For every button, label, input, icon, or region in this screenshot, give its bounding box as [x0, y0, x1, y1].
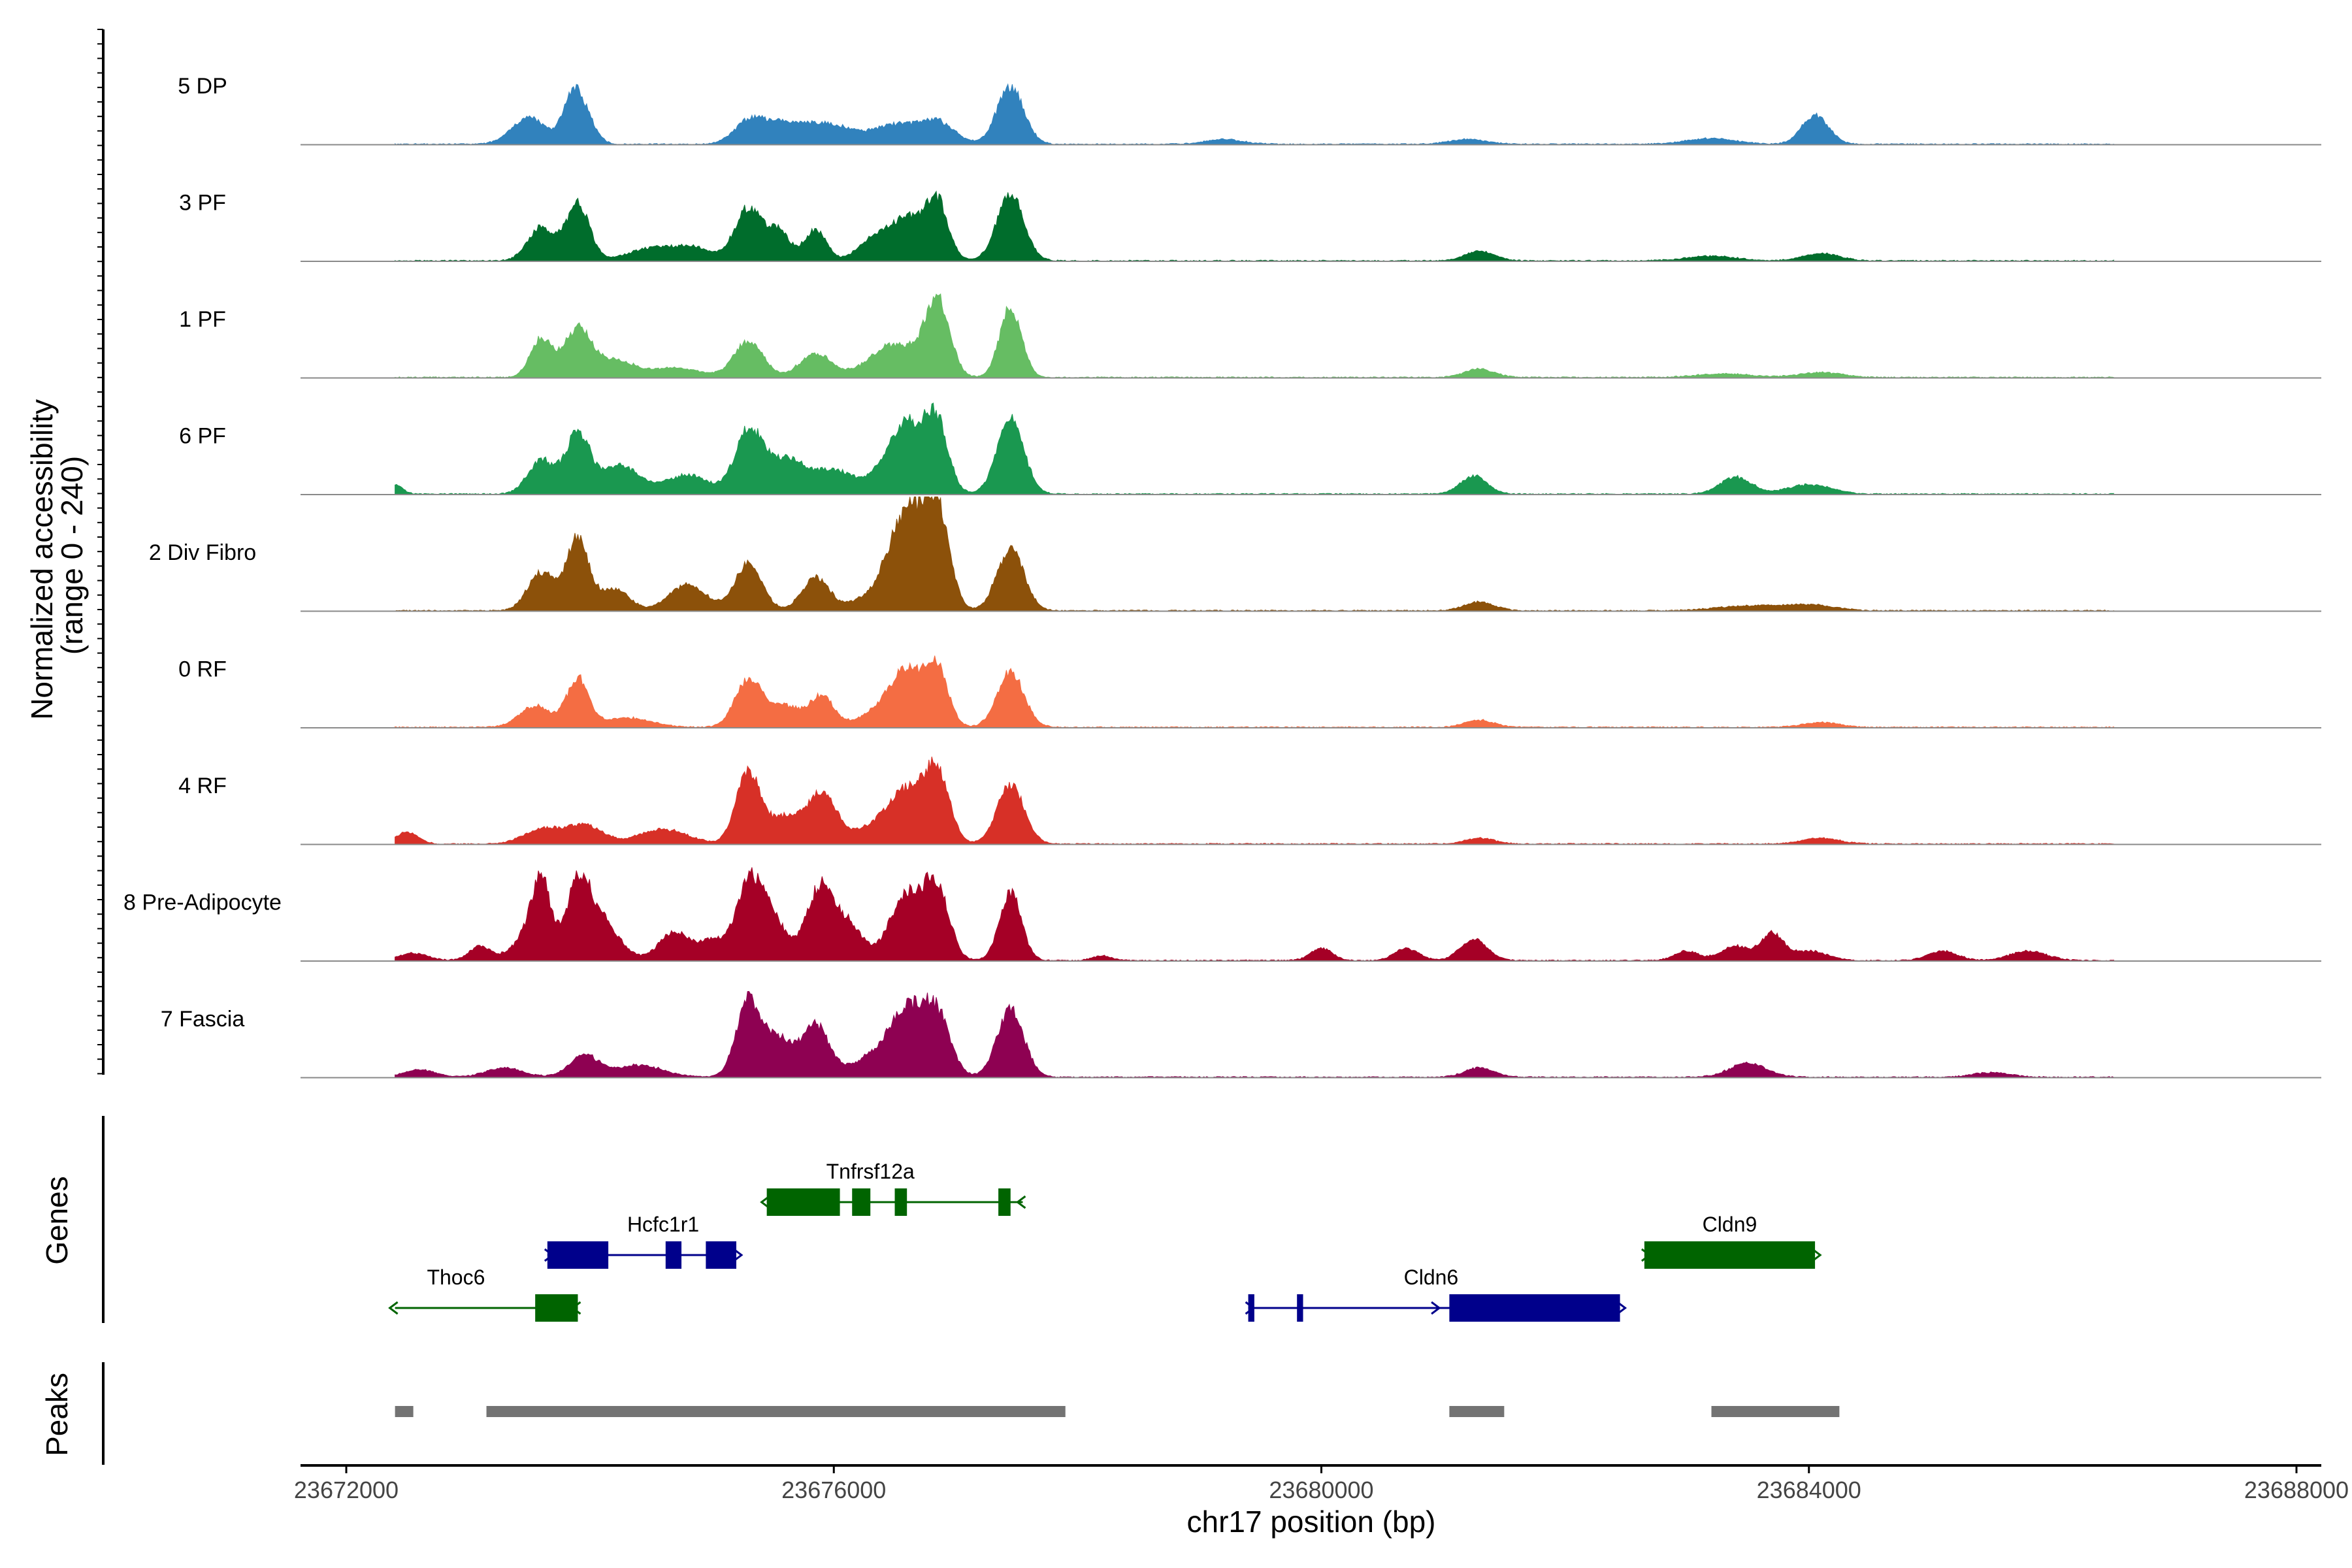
track-label: 2 Div Fibro: [149, 540, 256, 565]
x-axis-title: chr17 position (bp): [1187, 1505, 1436, 1539]
gene-cldn9: Cldn9: [1641, 1213, 1822, 1269]
track-label: 3 PF: [179, 191, 226, 216]
coverage-area: [395, 990, 2114, 1079]
gene-label: Cldn6: [1404, 1266, 1459, 1289]
peak-region: [395, 1406, 414, 1417]
coverage-area: [395, 757, 2114, 845]
track-label: 8 Pre-Adipocyte: [123, 890, 282, 915]
gene-label: Tnfrsf12a: [826, 1160, 915, 1183]
track-label: 1 PF: [179, 307, 226, 332]
gene-hcfc1r1: Hcfc1r1: [544, 1213, 743, 1269]
strand-arrow: [388, 1301, 399, 1315]
genes-title: Genes: [40, 1176, 74, 1265]
gene-exon: [535, 1294, 578, 1322]
track-label: 6 PF: [179, 424, 226, 449]
y-axis-ticks: [97, 29, 103, 1075]
peak-region: [1711, 1406, 1840, 1417]
coverage-area: [395, 867, 2114, 962]
peak-region: [486, 1406, 1066, 1417]
x-tick-label: 23672000: [294, 1477, 399, 1503]
track-5-dp: 5 DP: [178, 74, 2321, 146]
gene-label: Cldn9: [1703, 1213, 1757, 1236]
y-axis-title: Normalized accessibility (range 0 - 240): [25, 391, 89, 720]
track-7-fascia: 7 Fascia: [161, 990, 2321, 1079]
track-6-pf: 6 PF: [179, 402, 2321, 495]
x-tick-label: 23676000: [781, 1477, 886, 1503]
gene-thoc6: Thoc6: [388, 1266, 581, 1322]
x-tick-label: 23684000: [1757, 1477, 1861, 1503]
gene-exon: [998, 1188, 1011, 1216]
coverage-area: [395, 496, 2114, 612]
gene-exon: [894, 1188, 907, 1216]
gene-label: Thoc6: [427, 1266, 485, 1289]
gene-tnfrsf12a: Tnfrsf12a: [760, 1160, 1026, 1216]
gene-exon: [1644, 1241, 1816, 1269]
gene-exon: [706, 1241, 736, 1269]
track-4-rf: 4 RF: [178, 757, 2321, 845]
gene-exon: [766, 1188, 840, 1216]
peak-region: [1449, 1406, 1505, 1417]
coverage-area: [395, 655, 2114, 728]
y-axis-title-line2: (range 0 - 240): [55, 456, 89, 655]
track-label: 0 RF: [178, 657, 227, 682]
strand-arrow: [1015, 1195, 1026, 1209]
peak-regions: [395, 1406, 1840, 1417]
x-tick-label: 23688000: [2244, 1477, 2349, 1503]
x-axis-ticks: 23672000 23676000 23680000 23684000 23688000: [294, 1465, 2349, 1503]
track-8-pre-adipocyte: 8 Pre-Adipocyte: [123, 867, 2321, 962]
peaks-title: Peaks: [40, 1373, 74, 1456]
coverage-tracks: 5 DP 3 PF 1 PF 6 PF 2 Div Fibro 0 RF 4 RF 8 Pre…: [123, 74, 2321, 1079]
gene-label: Hcfc1r1: [627, 1213, 699, 1236]
track-3-pf: 3 PF: [179, 191, 2321, 262]
gene-exon: [1297, 1294, 1303, 1322]
coverage-area: [395, 402, 2114, 495]
track-0-rf: 0 RF: [178, 655, 2321, 728]
track-label: 4 RF: [178, 774, 227, 798]
gene-annotations: Hcfc1r1 Tnfrsf12a Thoc6 Cldn6 Cldn9: [388, 1160, 1822, 1322]
gene-cldn6: Cldn6: [1245, 1266, 1627, 1322]
coverage-area: [395, 83, 2114, 146]
coverage-area: [395, 190, 2114, 262]
coverage-area: [395, 293, 2114, 379]
gene-exon: [1248, 1294, 1254, 1322]
track-label: 5 DP: [178, 74, 227, 99]
gene-exon: [852, 1188, 871, 1216]
track-2-div-fibro: 2 Div Fibro: [149, 496, 2321, 612]
track-label: 7 Fascia: [161, 1007, 245, 1032]
gene-exon: [1449, 1294, 1620, 1322]
y-axis-title-line1: Normalized accessibility: [25, 399, 59, 720]
gene-exon: [547, 1241, 609, 1269]
x-tick-label: 23680000: [1269, 1477, 1373, 1503]
track-1-pf: 1 PF: [179, 293, 2321, 379]
gene-exon: [665, 1241, 682, 1269]
strand-arrow: [1431, 1301, 1441, 1315]
